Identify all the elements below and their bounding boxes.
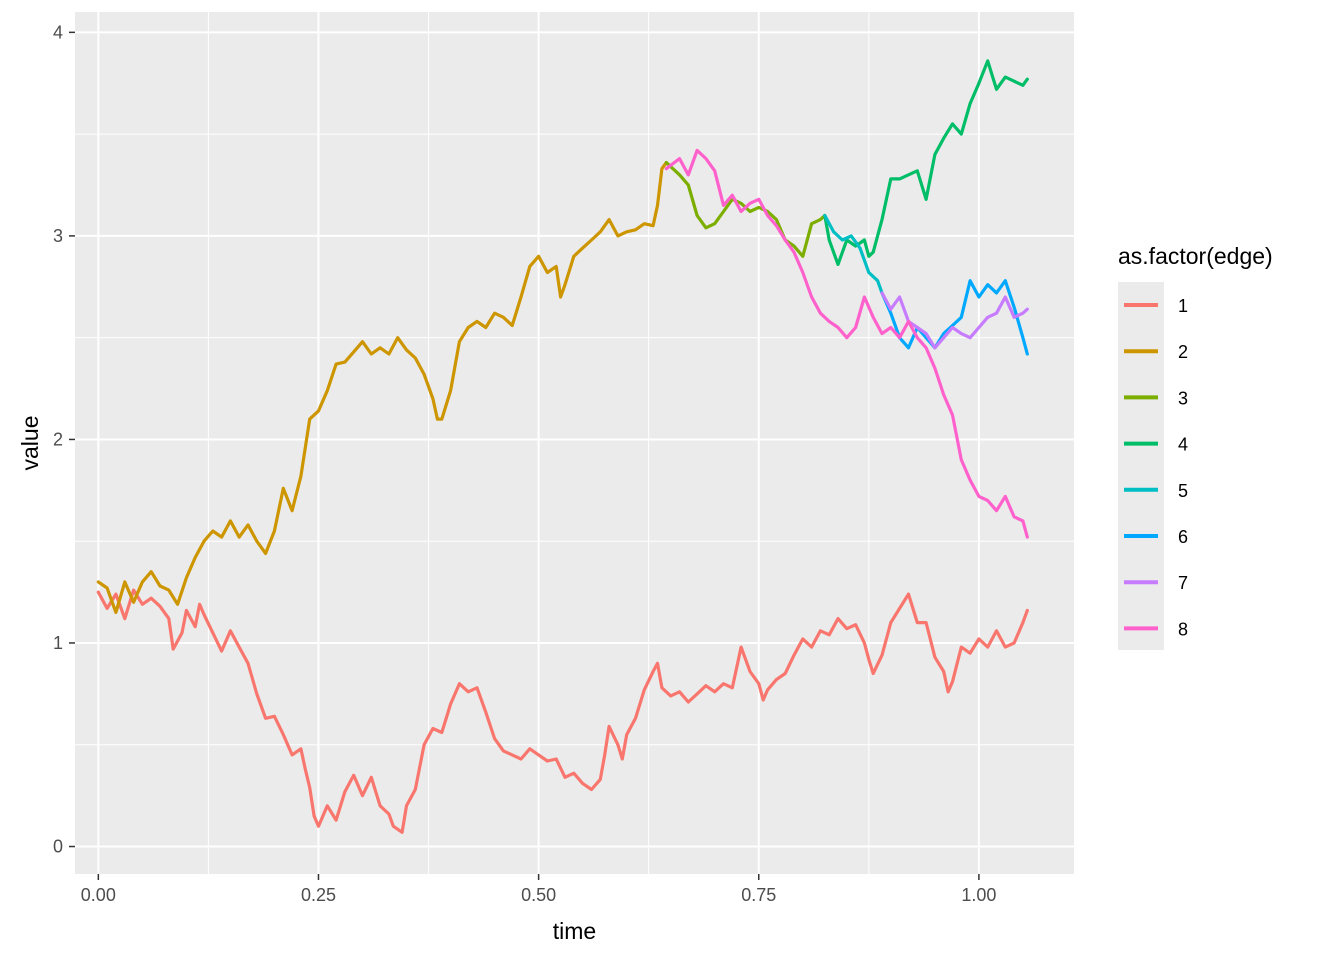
legend-title: as.factor(edge) <box>1118 243 1273 269</box>
x-tick-label: 0.50 <box>521 885 556 905</box>
legend-label-edge-3: 3 <box>1178 388 1188 408</box>
legend-label-edge-7: 7 <box>1178 573 1188 593</box>
y-tick-label: 4 <box>53 22 63 42</box>
y-tick-label: 0 <box>53 837 63 857</box>
y-axis: 0 1 2 3 4 <box>53 22 75 857</box>
y-tick-label: 1 <box>53 633 63 653</box>
legend-label-edge-5: 5 <box>1178 481 1188 501</box>
y-tick-label: 3 <box>53 226 63 246</box>
x-tick-label: 0.75 <box>741 885 776 905</box>
series-lines <box>96 59 1029 834</box>
x-tick-label: 0.00 <box>81 885 116 905</box>
legend-label-edge-1: 1 <box>1178 296 1188 316</box>
series-line-edge-5 <box>823 213 884 295</box>
legend-label-edge-8: 8 <box>1178 619 1188 639</box>
legend-items: 1 2 3 4 5 6 7 8 <box>1124 296 1188 639</box>
legend-label-edge-2: 2 <box>1178 342 1188 362</box>
series-line-edge-3 <box>664 161 827 258</box>
series-line-edge-8 <box>664 148 1029 539</box>
minor-gridlines <box>75 12 1074 874</box>
plot-panel <box>75 12 1074 874</box>
series-line-edge-2 <box>96 161 668 614</box>
major-gridlines <box>75 12 1074 874</box>
x-tick-label: 1.00 <box>961 885 996 905</box>
x-tick-label: 0.25 <box>301 885 336 905</box>
legend: as.factor(edge) 1 2 3 4 5 6 7 8 <box>1118 243 1273 650</box>
legend-key-background <box>1118 282 1164 650</box>
x-axis: 0.00 0.25 0.50 0.75 1.00 <box>81 874 996 905</box>
y-axis-title: value <box>17 416 43 471</box>
legend-label-edge-6: 6 <box>1178 527 1188 547</box>
series-line-edge-6 <box>880 279 1029 356</box>
legend-label-edge-4: 4 <box>1178 435 1188 455</box>
series-line-edge-7 <box>880 291 1029 350</box>
series-line-edge-1 <box>96 588 1029 834</box>
y-tick-label: 2 <box>53 429 63 449</box>
x-axis-title: time <box>553 918 596 944</box>
